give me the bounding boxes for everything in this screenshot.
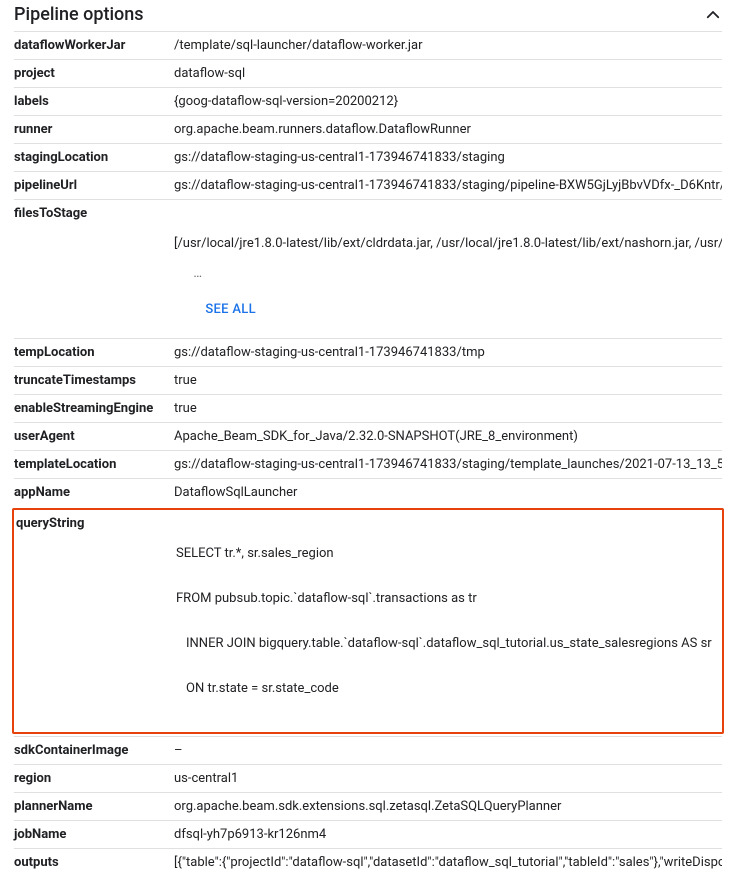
option-value: us-central1 [174,771,722,786]
option-value: gs://dataflow-staging-us-central1-173946… [174,457,722,472]
option-value: true [174,373,722,388]
option-value: org.apache.beam.runners.dataflow.Dataflo… [174,122,722,137]
option-row-sdkContainerImage: sdkContainerImage – [14,736,722,764]
option-key: sdkContainerImage [14,743,174,758]
option-row-templateLocation: templateLocation gs://dataflow-staging-u… [14,450,722,478]
option-row-plannerName: plannerName org.apache.beam.sdk.extensio… [14,792,722,820]
query-line-1: SELECT tr.*, sr.sales_region [176,546,720,561]
truncation-ellipsis: … [193,266,202,281]
option-row-stagingLocation: stagingLocation gs://dataflow-staging-us… [14,143,722,171]
option-key: plannerName [14,799,174,814]
option-key: region [14,771,174,786]
option-value: DataflowSqlLauncher [174,485,722,500]
option-value: dfsql-yh7p6913-kr126nm4 [174,827,722,842]
files-to-stage-text: [/usr/local/jre1.8.0-latest/lib/ext/cldr… [174,236,722,251]
option-key: pipelineUrl [14,178,174,193]
option-row-jobName: jobName dfsql-yh7p6913-kr126nm4 [14,820,722,848]
option-value: [{"table":{"projectId":"dataflow-sql","d… [174,855,722,870]
option-key: appName [14,485,174,500]
option-row-dataflowWorkerJar: dataflowWorkerJar /template/sql-launcher… [14,31,722,59]
option-key: enableStreamingEngine [14,401,174,416]
option-key: templateLocation [14,457,174,472]
see-all-button[interactable]: SEE ALL [193,302,256,317]
option-value: [/usr/local/jre1.8.0-latest/lib/ext/cldr… [174,206,722,332]
query-line-4: ON tr.state = sr.state_code [176,681,720,696]
option-value: /template/sql-launcher/dataflow-worker.j… [174,38,722,53]
option-key: jobName [14,827,174,842]
panel-title: Pipeline options [14,4,144,25]
option-key: stagingLocation [14,150,174,165]
option-value: dataflow-sql [174,66,722,81]
option-key: queryString [16,516,176,531]
query-string-highlight: queryString SELECT tr.*, sr.sales_region… [12,508,724,734]
option-value: {goog-dataflow-sql-version=20200212} [174,94,722,109]
option-row-runner: runner org.apache.beam.runners.dataflow.… [14,115,722,143]
option-key: dataflowWorkerJar [14,38,174,53]
panel-header[interactable]: Pipeline options [14,0,722,31]
query-line-3: INNER JOIN bigquery.table.`dataflow-sql`… [176,636,720,651]
option-key: runner [14,122,174,137]
option-key: userAgent [14,429,174,444]
option-row-project: project dataflow-sql [14,59,722,87]
query-line-2: FROM pubsub.topic.`dataflow-sql`.transac… [176,591,720,606]
option-row-labels: labels {goog-dataflow-sql-version=202002… [14,87,722,115]
chevron-up-icon[interactable] [704,6,722,24]
option-row-userAgent: userAgent Apache_Beam_SDK_for_Java/2.32.… [14,422,722,450]
option-key: labels [14,94,174,109]
option-key: truncateTimestamps [14,373,174,388]
option-key: tempLocation [14,345,174,360]
option-value: SELECT tr.*, sr.sales_region FROM pubsub… [176,516,720,726]
option-key: project [14,66,174,81]
option-value: true [174,401,722,416]
pipeline-options-panel: Pipeline options dataflowWorkerJar /temp… [0,0,736,884]
option-value: – [174,743,722,758]
option-value: gs://dataflow-staging-us-central1-173946… [174,345,722,360]
option-row-truncateTimestamps: truncateTimestamps true [14,366,722,394]
option-row-queryString: queryString SELECT tr.*, sr.sales_region… [14,510,722,732]
option-row-appName: appName DataflowSqlLauncher [14,478,722,506]
option-value: gs://dataflow-staging-us-central1-173946… [174,178,722,193]
option-row-filesToStage: filesToStage [/usr/local/jre1.8.0-latest… [14,199,722,338]
option-row-pipelineUrl: pipelineUrl gs://dataflow-staging-us-cen… [14,171,722,199]
option-row-region: region us-central1 [14,764,722,792]
option-key: outputs [14,855,174,870]
option-value: gs://dataflow-staging-us-central1-173946… [174,150,722,165]
option-value: Apache_Beam_SDK_for_Java/2.32.0-SNAPSHOT… [174,429,722,444]
option-key: filesToStage [14,206,174,221]
option-row-enableStreamingEngine: enableStreamingEngine true [14,394,722,422]
option-row-tempLocation: tempLocation gs://dataflow-staging-us-ce… [14,338,722,366]
option-row-outputs: outputs [{"table":{"projectId":"dataflow… [14,848,722,876]
option-value: org.apache.beam.sdk.extensions.sql.zetas… [174,799,722,814]
